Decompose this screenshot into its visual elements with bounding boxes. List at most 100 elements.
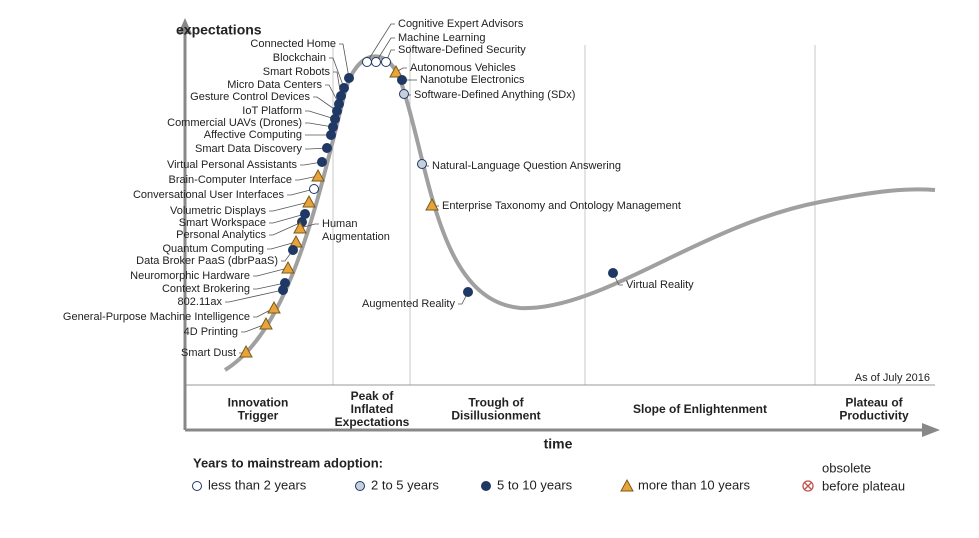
technology-label: Smart Workspace bbox=[179, 217, 266, 229]
leader-line bbox=[305, 122, 334, 128]
technology-label: Virtual Reality bbox=[626, 279, 694, 291]
leader-line bbox=[375, 37, 395, 63]
technology-label: Smart Robots bbox=[263, 66, 331, 78]
technology-label: Smart Dust bbox=[181, 347, 236, 359]
technology-label: Context Brokering bbox=[162, 283, 250, 295]
y-axis-arrow bbox=[178, 18, 192, 34]
leader-line bbox=[225, 289, 284, 303]
leader-line bbox=[300, 161, 323, 166]
technology-label: Blockchain bbox=[273, 52, 326, 64]
leader-line bbox=[287, 188, 315, 196]
marker-triangle bbox=[620, 478, 634, 492]
marker-triangle bbox=[259, 316, 273, 330]
marker-circle bbox=[608, 268, 618, 278]
phase-label: Slope of Enlightenment bbox=[633, 402, 767, 416]
as-of-note: As of July 2016 bbox=[855, 372, 930, 384]
technology-label: 802.11ax bbox=[178, 296, 223, 308]
technology-label: Commercial UAVs (Drones) bbox=[167, 117, 302, 129]
phase-label: Plateau of bbox=[845, 396, 903, 410]
marker-circle bbox=[355, 481, 365, 491]
marker-cross bbox=[804, 482, 812, 490]
phase-label: Innovation bbox=[228, 396, 289, 410]
legend-label: less than 2 years bbox=[208, 477, 307, 492]
technology-label: Autonomous Vehicles bbox=[410, 62, 516, 74]
leader-line bbox=[295, 175, 319, 181]
legend-label: 2 to 5 years bbox=[371, 477, 439, 492]
technology-label: Neuromorphic Hardware bbox=[130, 270, 250, 282]
technology-label: Volumetric Displays bbox=[170, 205, 266, 217]
marker-triangle bbox=[302, 194, 316, 208]
y-axis-label: expectations bbox=[176, 22, 262, 38]
phase-label: Productivity bbox=[839, 409, 909, 423]
hype-curve bbox=[223, 54, 936, 372]
leader-line bbox=[339, 43, 350, 79]
marker-circle bbox=[362, 57, 372, 67]
marker-circle bbox=[397, 75, 407, 85]
legend: less than 2 years 2 to 5 years 5 to 10 yea… bbox=[192, 460, 905, 493]
technology-label: Connected Home bbox=[250, 38, 336, 50]
leader-line bbox=[313, 96, 338, 112]
technology-label: Smart Data Discovery bbox=[195, 143, 302, 155]
leader-line bbox=[305, 147, 328, 150]
leader-line bbox=[253, 267, 289, 277]
leader-line bbox=[333, 71, 342, 97]
leader-line bbox=[305, 110, 336, 120]
marker-circle bbox=[371, 57, 381, 67]
marker-circle bbox=[481, 481, 491, 491]
marker-circle bbox=[344, 73, 354, 83]
leader-line bbox=[325, 84, 340, 105]
leader-line bbox=[269, 213, 306, 224]
marker-circle bbox=[381, 57, 391, 67]
legend-label: before plateau bbox=[822, 478, 905, 493]
technology-label: 4D Printing bbox=[184, 326, 238, 338]
technology-label: Quantum Computing bbox=[163, 243, 265, 255]
marker-triangle bbox=[281, 260, 295, 274]
leader-line bbox=[299, 223, 319, 229]
technology-label: Personal Analytics bbox=[176, 229, 266, 241]
leader-line bbox=[253, 307, 275, 318]
technology-label: Gesture Control Devices bbox=[190, 91, 310, 103]
marker-circle bbox=[278, 285, 288, 295]
technology-label: Machine Learning bbox=[398, 32, 485, 44]
leader-line bbox=[267, 241, 297, 250]
technology-label: Conversational User Interfaces bbox=[133, 189, 285, 201]
marker-triangle bbox=[239, 344, 253, 358]
technology-label: Software-Defined Security bbox=[398, 44, 526, 56]
marker-circle bbox=[326, 130, 336, 140]
marker-circle bbox=[288, 245, 298, 255]
marker-triangle bbox=[267, 300, 281, 314]
marker-triangle bbox=[311, 168, 325, 182]
technologies: Connected Home Blockchain Smart RobotsMicr… bbox=[63, 18, 694, 359]
leader-line bbox=[241, 323, 267, 333]
phase-label: Trigger bbox=[238, 409, 279, 423]
marker-triangle bbox=[293, 220, 307, 234]
leader-line bbox=[269, 221, 303, 236]
technology-label: Affective Computing bbox=[204, 129, 302, 141]
leader-line bbox=[269, 201, 310, 212]
technology-label: Human bbox=[322, 218, 357, 230]
marker-circle bbox=[322, 143, 332, 153]
x-axis-arrow bbox=[922, 423, 940, 437]
leader-line bbox=[366, 23, 395, 63]
technology-label: Virtual Personal Assistants bbox=[167, 159, 298, 171]
leader-line bbox=[329, 57, 345, 89]
technology-label: Data Broker PaaS (dbrPaaS) bbox=[136, 255, 278, 267]
marker-triangle bbox=[389, 64, 403, 78]
legend-label: obsolete bbox=[822, 460, 871, 475]
phase-label: Peak of bbox=[351, 389, 395, 403]
technology-label: Micro Data Centers bbox=[227, 79, 322, 91]
x-axis-label: time bbox=[544, 436, 573, 452]
marker-triangle bbox=[425, 197, 439, 211]
technology-label: Enterprise Taxonomy and Ontology Managem… bbox=[442, 200, 681, 212]
technology-label: Cognitive Expert Advisors bbox=[398, 18, 524, 30]
marker-circle bbox=[417, 159, 427, 169]
phase-label: Expectations bbox=[335, 415, 410, 429]
marker-circle bbox=[317, 157, 327, 167]
technology-label: Brain-Computer Interface bbox=[169, 174, 293, 186]
technology-label: General-Purpose Machine Intelligence bbox=[63, 311, 250, 323]
technology-label: Nanotube Electronics bbox=[420, 74, 525, 86]
marker-circle bbox=[192, 481, 202, 491]
marker-circle bbox=[309, 184, 319, 194]
